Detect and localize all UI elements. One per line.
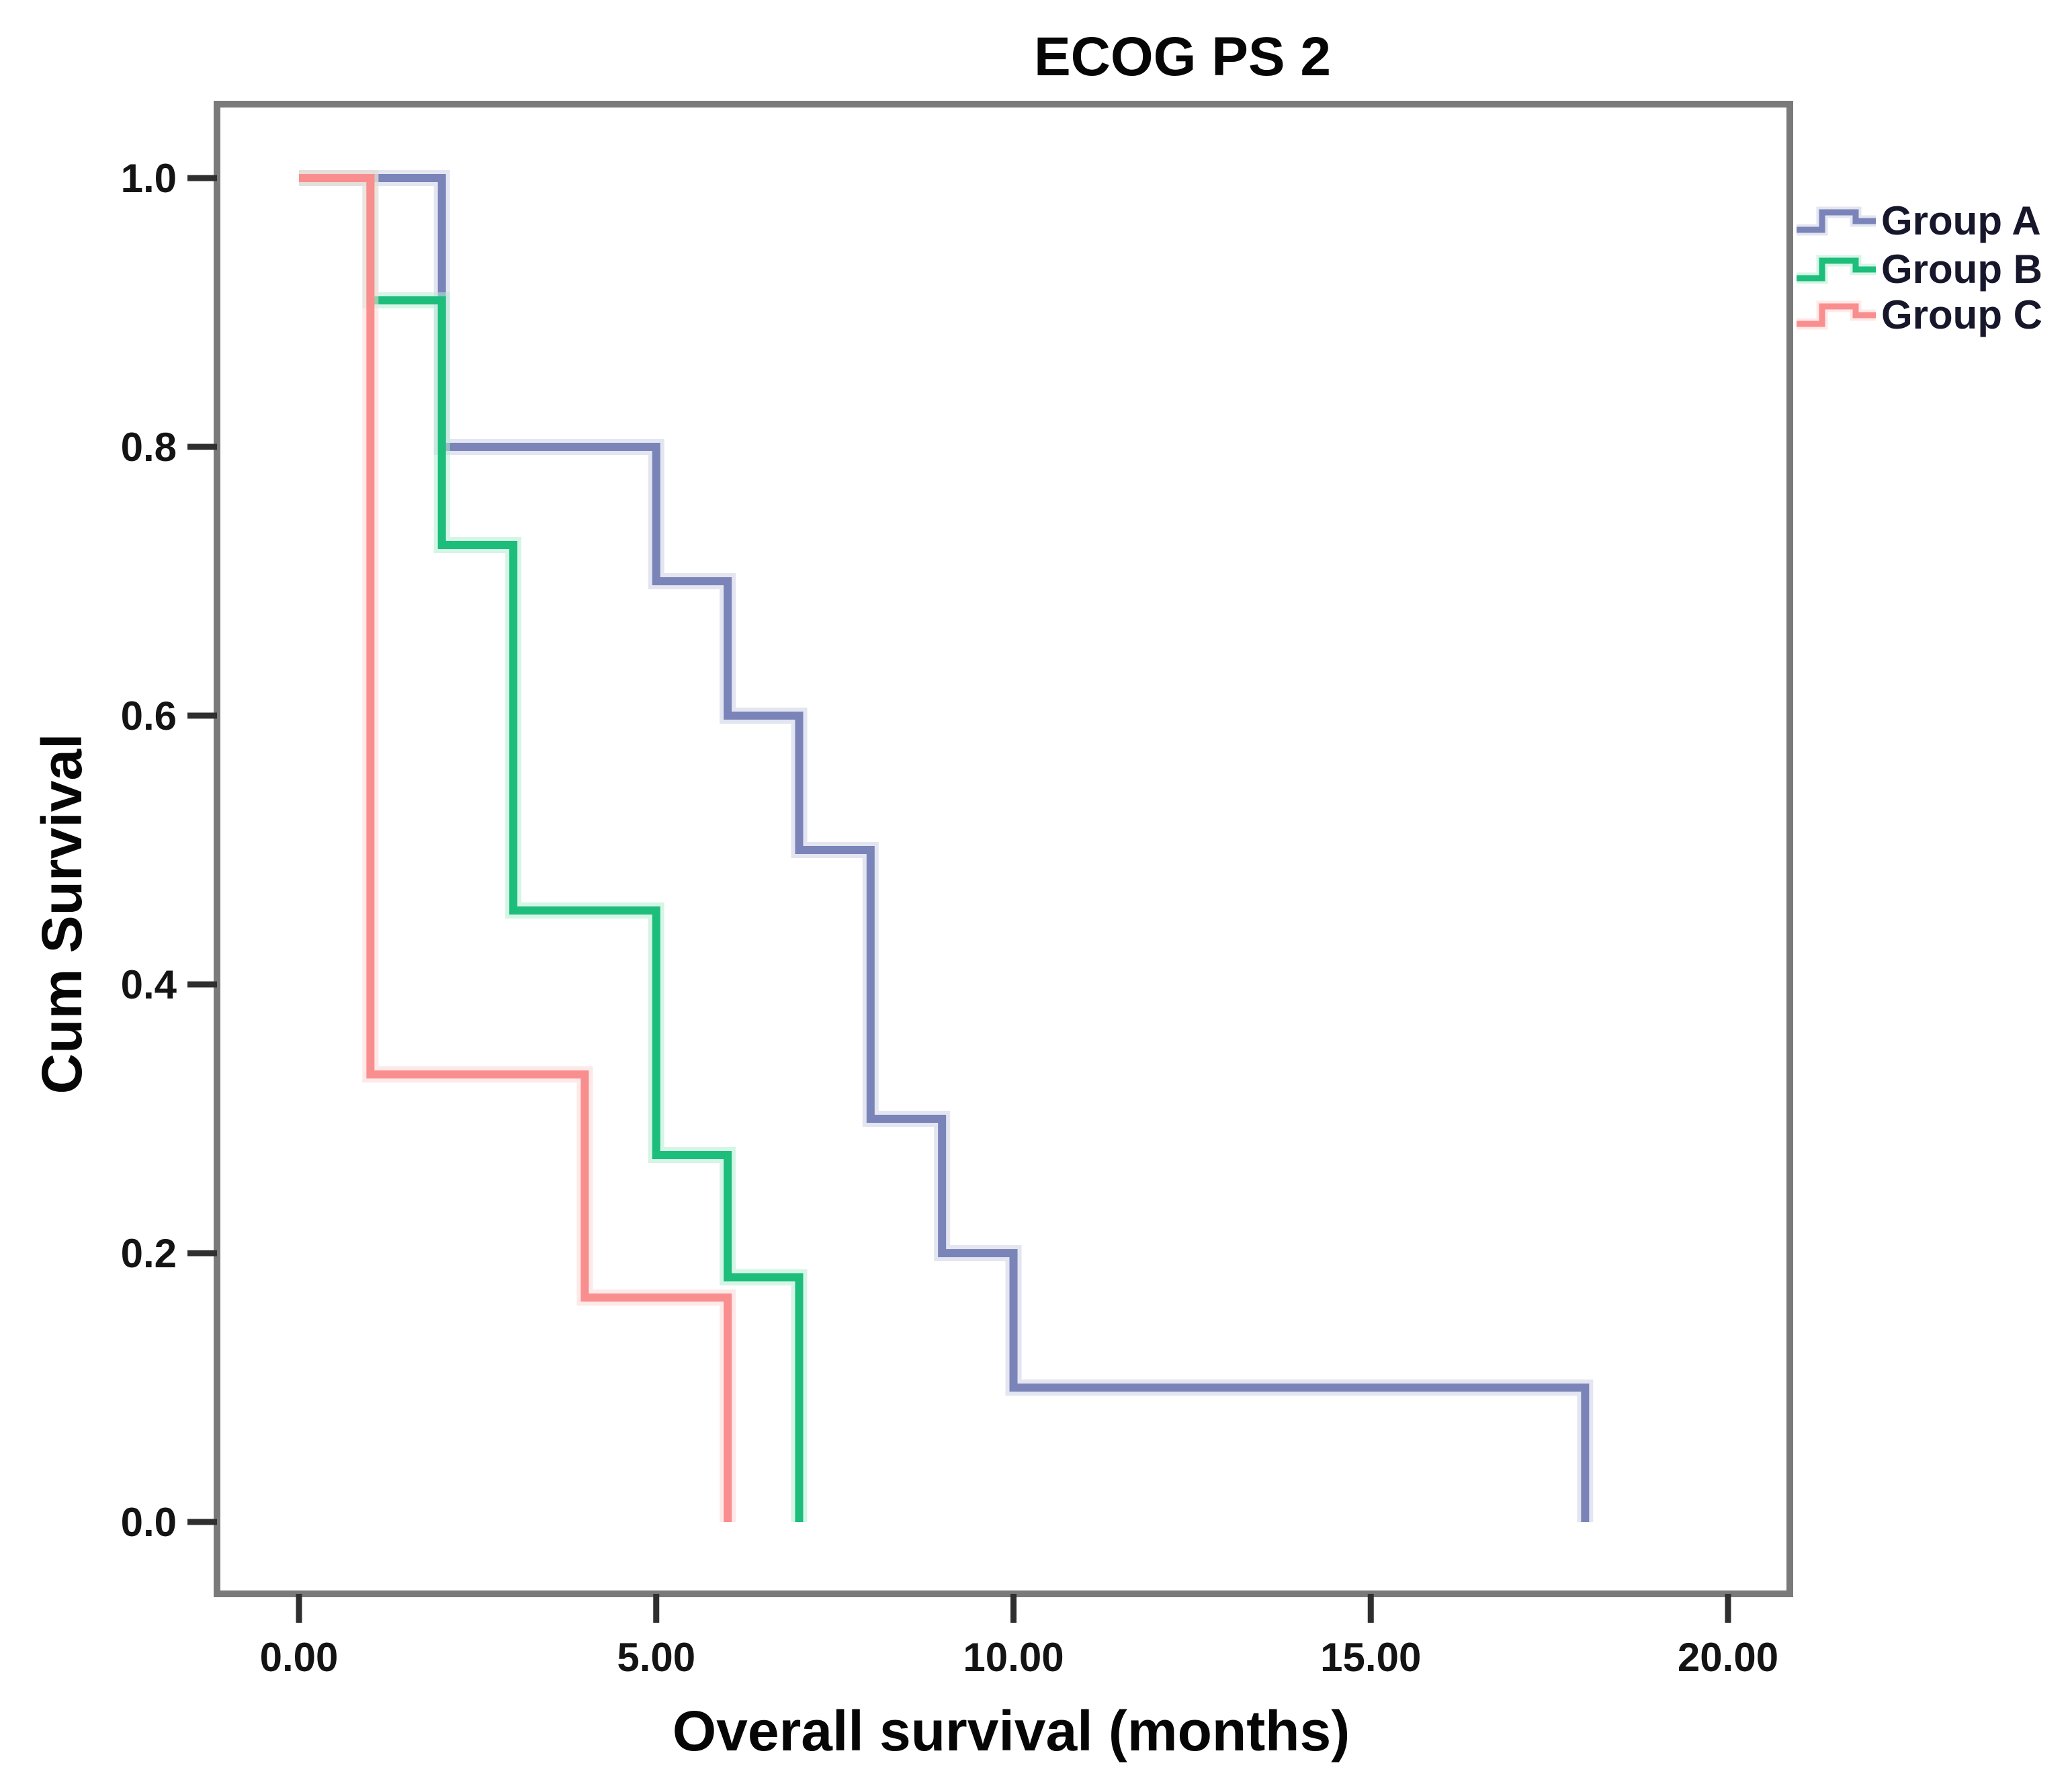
y-tick-label: 0.4: [121, 962, 177, 1007]
x-tick-label: 5.00: [617, 1635, 695, 1680]
x-tick-label: 0.00: [260, 1635, 339, 1680]
y-tick-label: 0.0: [121, 1500, 177, 1545]
y-tick-label: 0.2: [121, 1231, 177, 1276]
series-group: [299, 170, 1594, 1522]
plot-frame: [214, 101, 1793, 1597]
y-tick-label: 0.6: [121, 693, 177, 738]
chart-title: ECOG PS 2: [1033, 26, 1332, 87]
survival-curve-group-a: [299, 174, 1590, 1522]
legend-label-group-c: Group C: [1881, 292, 2042, 337]
plot-frame-group: [214, 101, 1793, 1597]
x-tick-label: 20.00: [1678, 1635, 1778, 1680]
legend-marker-group-c: [1797, 303, 1876, 327]
legend-marker-group-b: [1797, 257, 1876, 282]
y-tick-label: 0.8: [121, 425, 177, 470]
legend-label-group-b: Group B: [1881, 247, 2042, 292]
x-tick-label: 15.00: [1320, 1635, 1421, 1680]
legend-marker-group-a: [1797, 209, 1876, 233]
survival-curve-group-c: [299, 174, 732, 1522]
legend-label-group-a: Group A: [1881, 198, 2041, 243]
x-tick-label: 10.00: [963, 1635, 1064, 1680]
axis-ticks-group: 1.0 0.8 0.6 0.4 0.2 0.0 0.00 5.00 10.00 15.00 20.0…: [121, 156, 1779, 1680]
x-axis-title: Overall survival (months): [672, 1699, 1350, 1763]
y-tick-label: 1.0: [121, 156, 177, 201]
survival-curve-halo-group-a: [299, 170, 1594, 1522]
